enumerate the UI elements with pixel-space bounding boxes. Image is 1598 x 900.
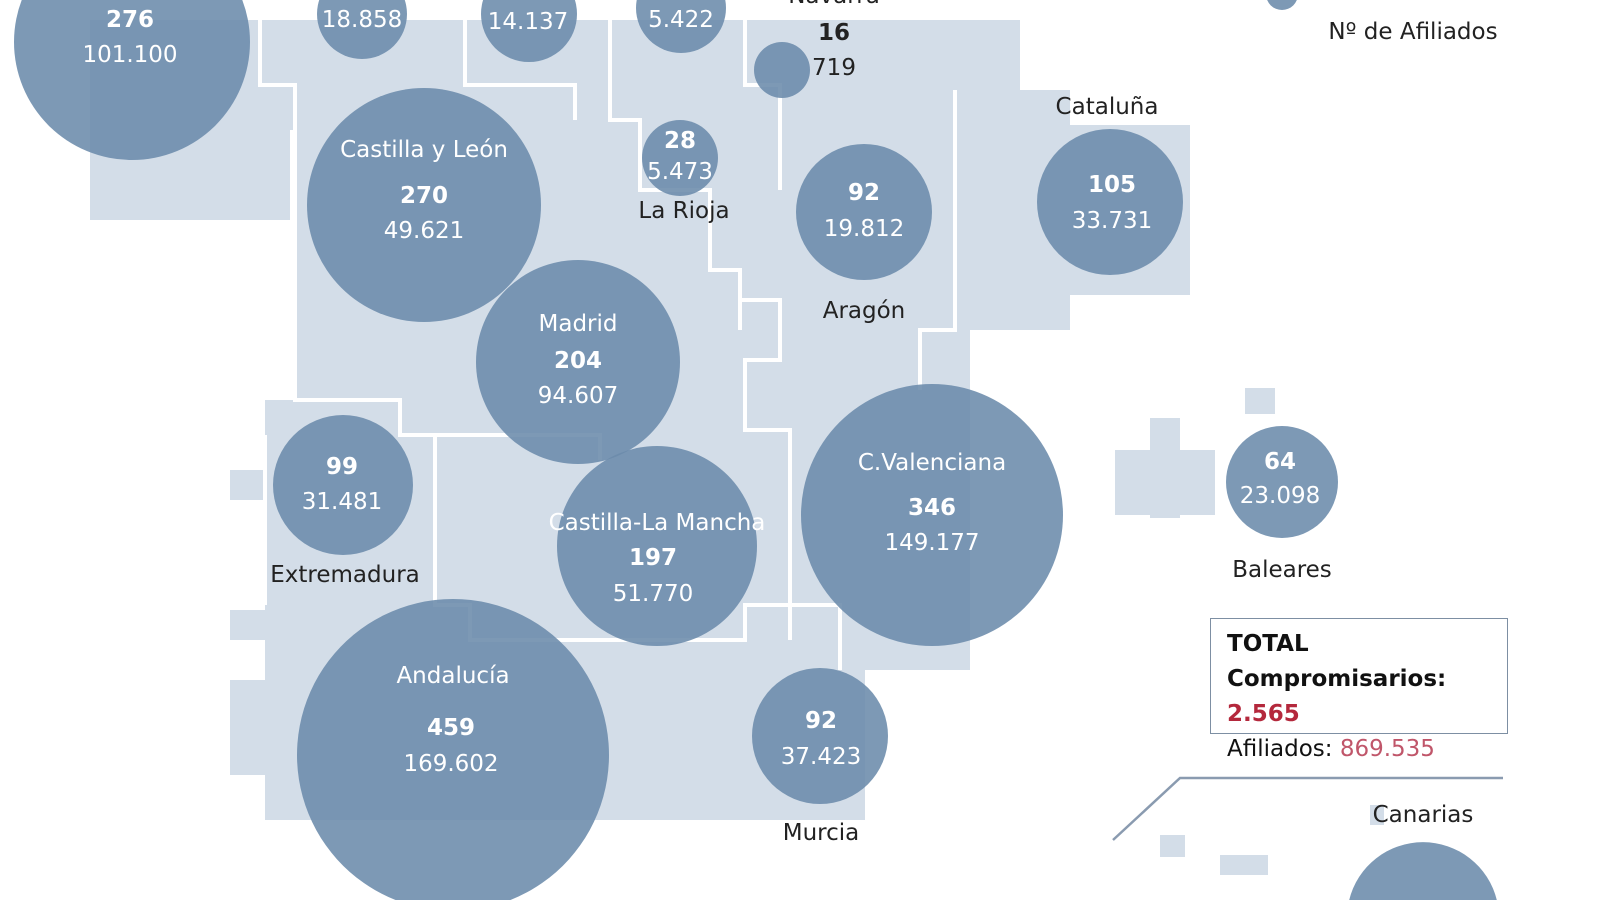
region-name: Baleares — [1232, 557, 1332, 583]
region-name: La Rioja — [638, 198, 730, 224]
bubble-andalucia — [297, 598, 609, 900]
bubble-castilla-la-mancha — [557, 446, 757, 646]
region-afiliados: 31.481 — [301, 489, 383, 515]
region-afiliados: 23.098 — [1239, 483, 1321, 509]
region-afiliados: 37.423 — [780, 744, 862, 770]
bubble-c-valenciana — [801, 384, 1063, 646]
region-compromisarios: 459 — [426, 715, 476, 741]
region-name: Madrid — [538, 311, 618, 337]
region-afiliados: 719 — [812, 55, 856, 81]
region-compromisarios: 197 — [628, 545, 678, 571]
bubble-pais-vasco — [636, 0, 726, 53]
total-afiliados-value: 869.535 — [1339, 736, 1435, 762]
bubble-baleares — [1226, 426, 1338, 538]
bubble-murcia — [752, 668, 888, 804]
region-compromisarios: 276 — [105, 7, 155, 33]
region-afiliados: 33.731 — [1071, 208, 1153, 234]
bubbles — [14, 0, 1497, 900]
region-afiliados: 5.422 — [648, 7, 714, 33]
bubble-la-rioja — [642, 120, 718, 196]
region-name: Castilla-La Mancha — [548, 510, 766, 536]
region-compromisarios: 204 — [553, 348, 603, 374]
bubble-aragon — [796, 144, 932, 280]
region-name: Andalucía — [396, 663, 510, 689]
region-afiliados: 101.100 — [82, 42, 178, 68]
region-compromisarios: 346 — [907, 495, 957, 521]
bubble-castilla-leon — [307, 88, 541, 322]
bubble-cantabria — [481, 0, 577, 62]
total-box: TOTAL Compromisarios: 2.565 Afiliados: 8… — [1210, 618, 1508, 762]
region-name: Canarias — [1372, 802, 1474, 828]
bubble-galicia — [14, 0, 250, 160]
region-afiliados: 49.621 — [383, 218, 465, 244]
region-afiliados: 19.812 — [823, 216, 905, 242]
region-name: C.Valenciana — [857, 450, 1007, 476]
legend-bubble-icon — [1267, 0, 1297, 10]
total-afiliados-label: Afiliados: — [1227, 736, 1333, 762]
region-afiliados: 18.858 — [321, 7, 403, 33]
region-compromisarios: 28 — [663, 128, 697, 154]
region-afiliados: 5.473 — [647, 159, 713, 185]
region-compromisarios: 64 — [1263, 449, 1297, 475]
bubble-navarra — [754, 42, 810, 98]
legend-afiliados-label: Nº de Afiliados — [1328, 19, 1498, 45]
region-afiliados: 169.602 — [403, 751, 499, 777]
canarias-inset-frame — [1112, 776, 1503, 841]
region-afiliados: 94.607 — [537, 383, 619, 409]
bubble-madrid — [476, 260, 680, 464]
region-name: Extremadura — [270, 562, 420, 588]
bubble-canarias — [1349, 842, 1497, 900]
region-name: Castilla y León — [340, 137, 508, 163]
total-title: TOTAL — [1227, 631, 1309, 657]
region-name: Navarra — [788, 0, 880, 9]
total-compromisarios-label: Compromisarios: — [1227, 666, 1447, 692]
region-name: Cataluña — [1055, 94, 1159, 120]
total-compromisarios-value: 2.565 — [1227, 701, 1300, 727]
bubble-extremadura — [273, 415, 413, 555]
region-afiliados: 14.137 — [487, 9, 569, 35]
region-compromisarios: 99 — [325, 454, 359, 480]
region-compromisarios: 270 — [399, 183, 449, 209]
region-compromisarios: 92 — [847, 180, 881, 206]
region-name: Aragón — [822, 298, 906, 324]
region-name: Murcia — [782, 820, 860, 846]
bubble-asturias — [317, 0, 407, 59]
bubble-cataluna — [1037, 129, 1183, 275]
region-compromisarios: 105 — [1087, 172, 1137, 198]
region-compromisarios: 92 — [804, 708, 838, 734]
region-afiliados: 51.770 — [612, 581, 694, 607]
region-compromisarios: 16 — [817, 20, 851, 46]
region-afiliados: 149.177 — [884, 530, 980, 556]
